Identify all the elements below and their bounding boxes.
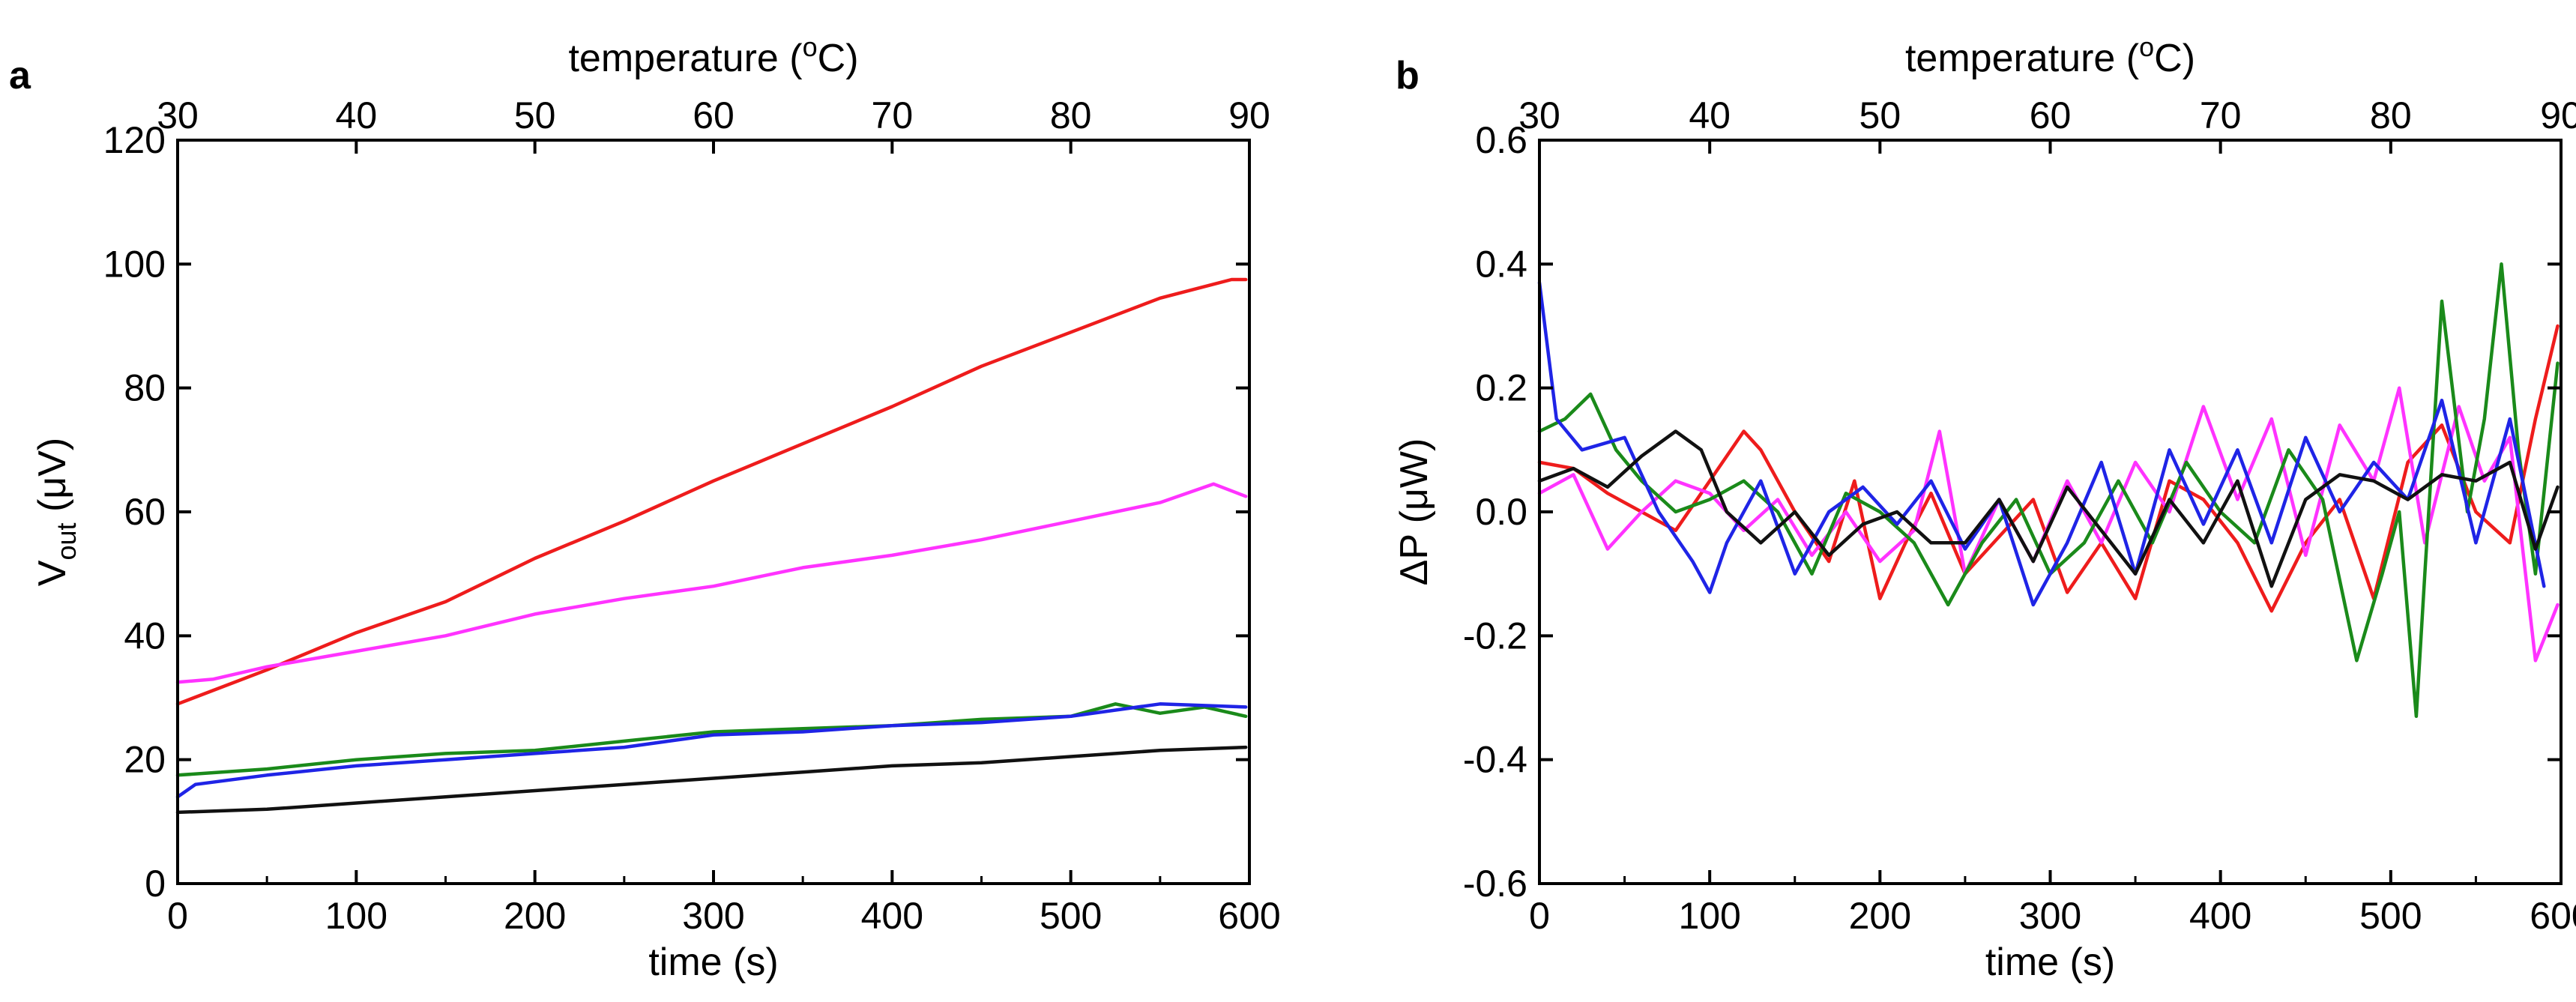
panel-a-y-tick-label: 60 — [124, 491, 166, 533]
panel-b-y-tick-label: 0.0 — [1475, 491, 1527, 533]
panel-a-plot-frame — [176, 139, 1251, 885]
panel-b-y-tick-label: 0.2 — [1475, 367, 1527, 409]
panel-b-y-tick-label: -0.4 — [1463, 739, 1527, 781]
panel-b-letter: b — [1396, 54, 1420, 97]
panel-a-y-tick-label: 20 — [124, 739, 166, 781]
panel-a-letter: a — [9, 54, 31, 97]
panel-b-y-tick-label: 0.4 — [1475, 243, 1527, 285]
panel-b-x-axis-label: time (s) — [1985, 941, 2115, 984]
panel-a-y-tick-label: 0 — [145, 863, 166, 905]
panel-b-plot-frame — [1538, 139, 2563, 885]
panel-b-top-tick-label: 80 — [2370, 94, 2412, 136]
panel-a-y-tick-label: 100 — [103, 243, 166, 285]
panel-b-y-tick-label: -0.6 — [1463, 863, 1527, 905]
panel-a-top-tick-label: 40 — [336, 94, 378, 136]
panel-a-x-tick-label: 500 — [1040, 895, 1102, 937]
panel-a-x-tick-label: 600 — [1218, 895, 1280, 937]
panel-b-series-blue — [1537, 280, 2546, 607]
panel-b-x-tick-label: 200 — [1849, 895, 1911, 937]
panel-a-y-tick-label: 120 — [103, 119, 166, 161]
panel-b-top-tick-label: 40 — [1689, 94, 1731, 136]
panel-b-y-tick-label: -0.2 — [1463, 615, 1527, 657]
panel-b-y-tick-label: 0.6 — [1475, 119, 1527, 161]
panel-b-y-axis-label: ΔP (μW) — [1393, 438, 1436, 586]
panel-a-series-magenta — [175, 482, 1248, 684]
panel-b-top-tick-label: 30 — [1518, 94, 1560, 136]
chart-power-difference-vs-time: 0 100 200 300 400 500 600 30 40 50 60 70 80 90 -0.6 -0.… — [1393, 31, 2576, 984]
panel-b-x-tick-label: 600 — [2530, 895, 2576, 937]
panel-b-top-tick-label: 60 — [2030, 94, 2072, 136]
panel-a-y-tick-label: 80 — [124, 367, 166, 409]
panel-a-series-black — [175, 745, 1248, 815]
panel-a-x-tick-label: 300 — [682, 895, 744, 937]
panel-b-top-tick-label: 50 — [1859, 94, 1901, 136]
panel-b-x-tick-label: 0 — [1529, 895, 1550, 937]
panel-a-y-axis-label: Vout (μV) — [31, 438, 82, 586]
panel-b-x-tick-label: 400 — [2189, 895, 2251, 937]
panel-a-top-axis-label: temperature (oC) — [568, 31, 858, 80]
panel-a-top-tick-label: 70 — [872, 94, 914, 136]
panel-a-series-green — [175, 702, 1248, 777]
panel-b-x-tick-label: 100 — [1678, 895, 1740, 937]
panel-a-top-tick-label: 90 — [1228, 94, 1270, 136]
panel-a-top-tick-label: 30 — [157, 94, 199, 136]
panel-a-x-tick-label: 200 — [504, 895, 566, 937]
panel-a-top-tick-label: 50 — [514, 94, 556, 136]
panel-a-series-red — [175, 277, 1248, 706]
panel-a-top-tick-label: 80 — [1050, 94, 1092, 136]
chart-voltage-vs-time: 0 100 200 300 400 500 600 30 40 50 60 70 80 90 0 20 40 60… — [31, 31, 1281, 984]
panel-b-top-tick-label: 90 — [2540, 94, 2576, 136]
panel-b-x-tick-label: 300 — [2019, 895, 2081, 937]
panel-a-x-tick-label: 400 — [861, 895, 923, 937]
panel-b-series-red — [1537, 324, 2560, 613]
panel-a-x-tick-label: 100 — [325, 895, 387, 937]
panel-b-series-magenta — [1537, 386, 2560, 663]
panel-a-top-tick-label: 60 — [693, 94, 735, 136]
panel-a-x-axis-label: time (s) — [648, 941, 778, 984]
panel-b-top-tick-label: 70 — [2200, 94, 2242, 136]
panel-b-top-axis-label: temperature (oC) — [1905, 31, 2195, 80]
panel-b-series-black — [1537, 429, 2560, 588]
panel-a-series-blue — [175, 702, 1248, 799]
panel-a-y-tick-label: 40 — [124, 615, 166, 657]
panel-b-series-green — [1537, 262, 2560, 719]
panel-a-x-tick-label: 0 — [167, 895, 188, 937]
panel-b-x-tick-label: 500 — [2359, 895, 2422, 937]
